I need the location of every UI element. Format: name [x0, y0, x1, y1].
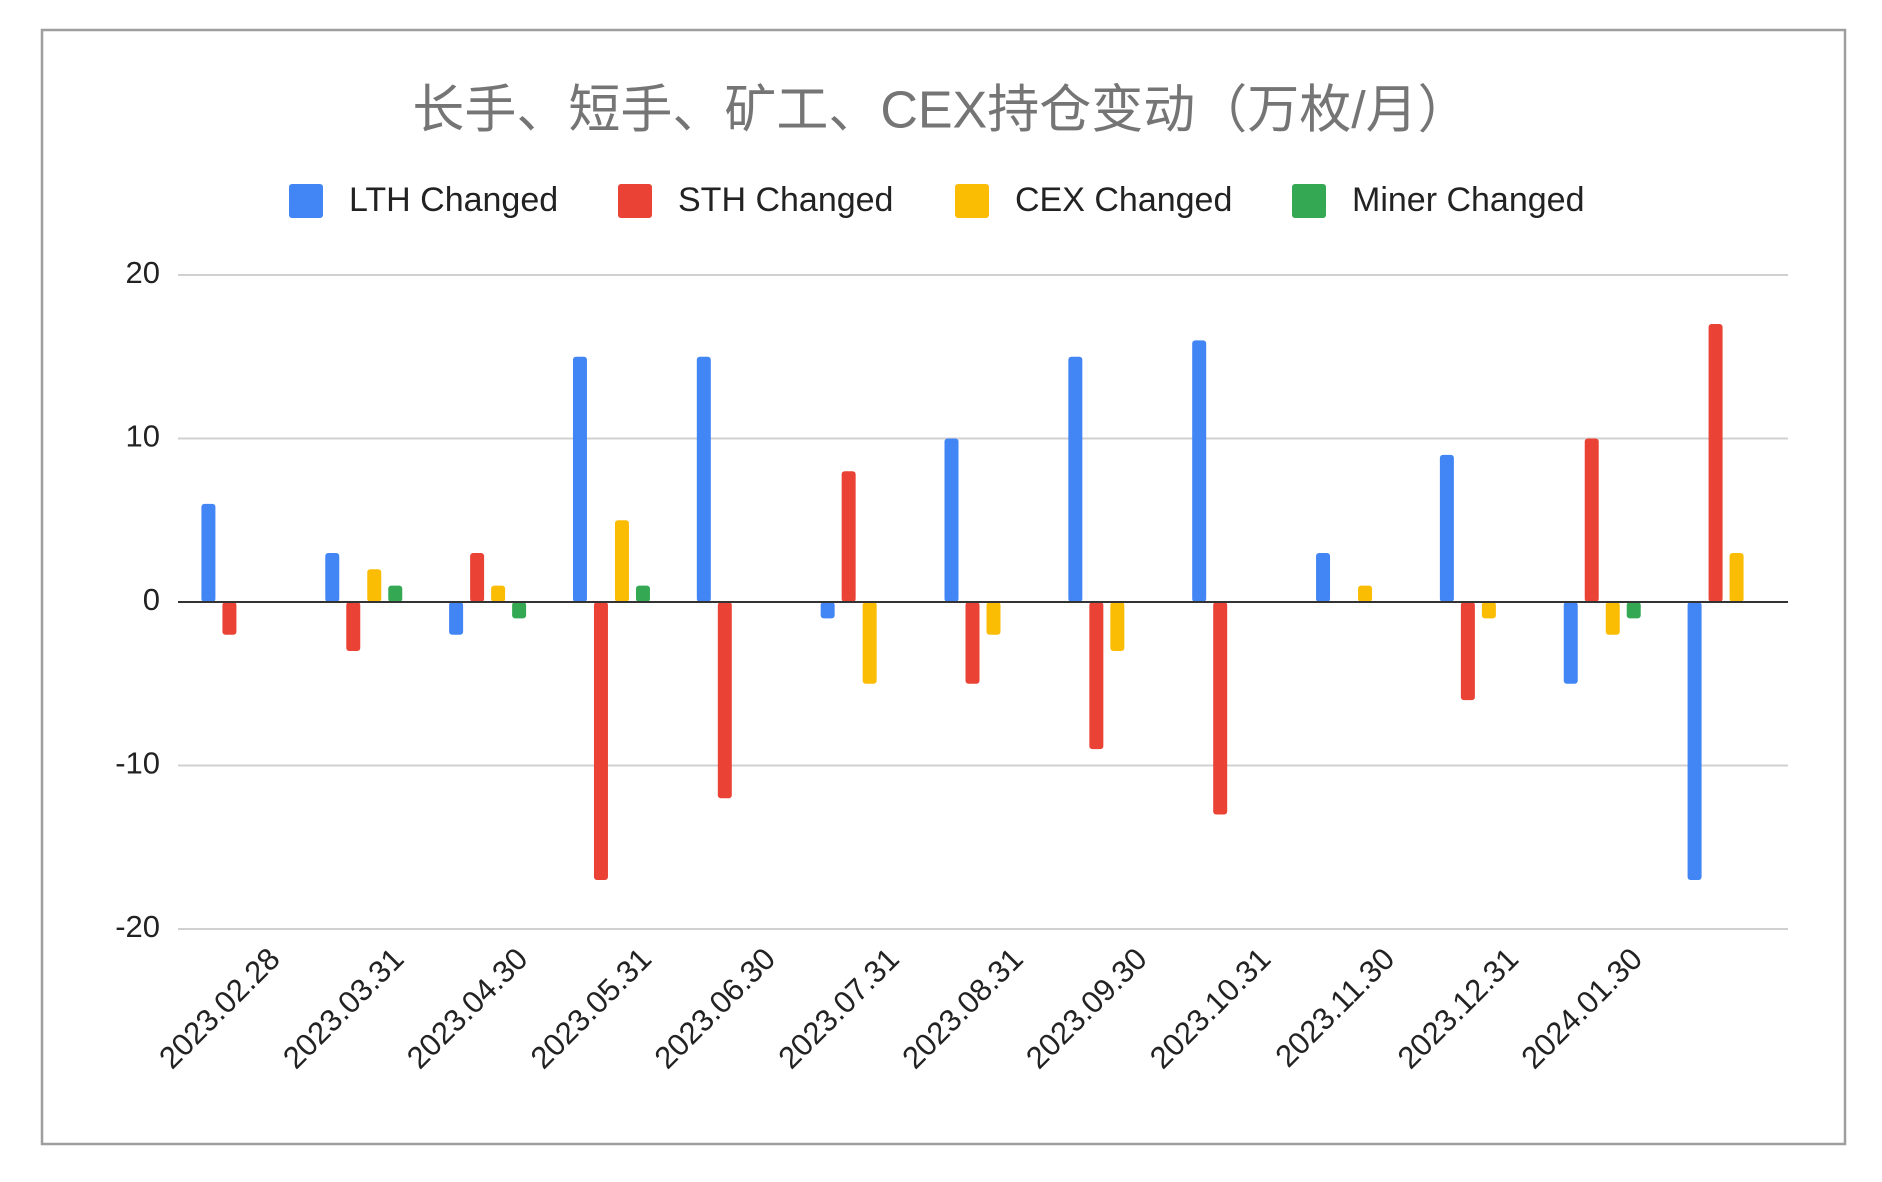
- bar: [1708, 324, 1723, 602]
- bar: [1687, 602, 1702, 880]
- bar: [1068, 356, 1083, 602]
- bar: [820, 602, 835, 619]
- y-tick-label: -10: [115, 746, 160, 781]
- bar: [717, 602, 732, 799]
- bar: [201, 503, 216, 602]
- bar: [635, 585, 650, 602]
- bar: [986, 602, 1001, 635]
- bar: [593, 602, 608, 880]
- bar: [965, 602, 980, 684]
- chart-frame: [40, 28, 1847, 1146]
- bar: [325, 552, 340, 602]
- chart-title: 长手、短手、矿工、CEX持仓变动（万枚/月）: [412, 82, 1469, 140]
- bar: [1460, 602, 1475, 701]
- legend-swatch: [289, 184, 323, 218]
- legend-swatch: [618, 184, 652, 218]
- bar: [222, 602, 237, 635]
- bar: [944, 438, 959, 602]
- bar: [1626, 602, 1641, 619]
- legend-swatch: [955, 184, 989, 218]
- legend-swatch: [1292, 184, 1326, 218]
- bar: [1316, 552, 1331, 602]
- bar: [449, 602, 464, 635]
- bar: [388, 585, 403, 602]
- bar: [1481, 602, 1496, 619]
- bar: [841, 471, 856, 602]
- bar: [470, 552, 485, 602]
- bar: [1110, 602, 1125, 652]
- legend-label: STH Changed: [678, 181, 893, 219]
- bar: [491, 585, 506, 602]
- legend-label: CEX Changed: [1015, 181, 1232, 219]
- bar: [1605, 602, 1620, 635]
- y-tick-label: 10: [126, 419, 160, 454]
- bar: [696, 356, 711, 602]
- bar: [1563, 602, 1578, 684]
- legend-label: LTH Changed: [349, 181, 558, 219]
- legend-label: Miner Changed: [1352, 181, 1584, 219]
- bar: [614, 520, 629, 602]
- bar: [1213, 602, 1228, 815]
- bar: [346, 602, 361, 652]
- bar: [862, 602, 877, 684]
- bar: [572, 356, 587, 602]
- bar: [1729, 552, 1744, 602]
- y-tick-label: 0: [143, 582, 160, 617]
- bar: [512, 602, 527, 619]
- bar: [1192, 340, 1207, 602]
- y-tick-label: 20: [126, 255, 160, 290]
- y-tick-label: -20: [115, 909, 160, 944]
- bar: [1089, 602, 1104, 750]
- bar: [1439, 454, 1454, 602]
- bar: [1584, 438, 1599, 602]
- bar: [1358, 585, 1373, 602]
- bar: [367, 569, 382, 602]
